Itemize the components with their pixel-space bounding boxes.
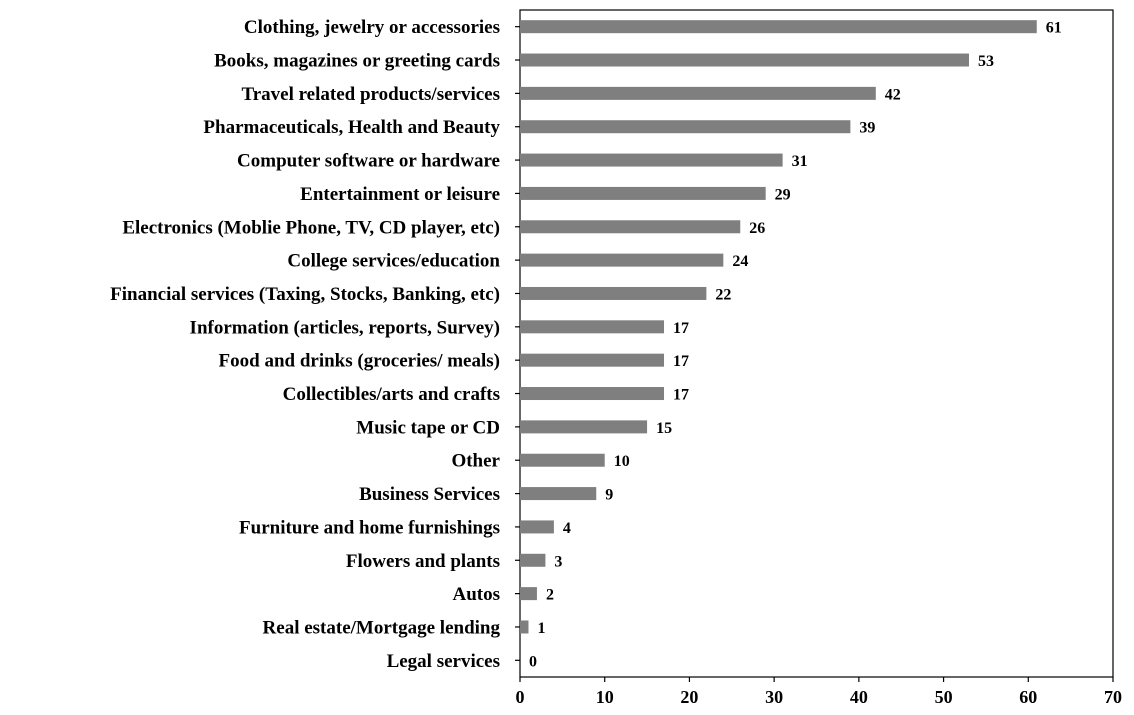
data-label: 22 — [715, 286, 731, 303]
category-label: Financial services (Taxing, Stocks, Bank… — [110, 284, 500, 305]
category-label: Entertainment or leisure — [300, 184, 500, 205]
bar — [520, 353, 665, 367]
category-label: Business Services — [359, 484, 500, 505]
data-label: 26 — [749, 220, 765, 237]
bar — [520, 587, 537, 601]
category-label: Legal services — [387, 651, 500, 672]
data-label: 17 — [673, 320, 689, 337]
bar — [520, 620, 529, 634]
category-label: Pharmaceuticals, Health and Beauty — [203, 117, 500, 138]
data-label: 61 — [1046, 20, 1062, 37]
x-tick-label: 10 — [596, 687, 614, 707]
category-label: Electronics (Moblie Phone, TV, CD player… — [122, 217, 500, 238]
bar — [520, 420, 648, 434]
data-label: 9 — [605, 487, 613, 504]
data-label: 53 — [978, 53, 994, 70]
x-tick-label: 40 — [850, 687, 868, 707]
category-label: Other — [451, 451, 500, 472]
data-label: 42 — [885, 86, 901, 103]
category-label: Real estate/Mortgage lending — [263, 617, 501, 638]
x-tick-label: 50 — [935, 687, 953, 707]
bar — [520, 186, 766, 200]
x-tick-label: 20 — [680, 687, 698, 707]
bar — [520, 86, 876, 100]
bar — [520, 553, 546, 567]
category-label: Autos — [452, 584, 500, 605]
category-label: Information (articles, reports, Survey) — [190, 317, 500, 338]
category-label: Flowers and plants — [346, 551, 500, 572]
x-tick-label: 30 — [765, 687, 783, 707]
plot-frame — [519, 9, 1114, 678]
x-tick-label: 0 — [516, 687, 525, 707]
category-label: Books, magazines or greeting cards — [214, 51, 500, 72]
bar — [520, 120, 851, 134]
data-label: 17 — [673, 387, 689, 404]
category-label: Clothing, jewelry or accessories — [244, 17, 500, 38]
data-label: 17 — [673, 353, 689, 370]
bar — [520, 520, 554, 534]
category-label: Furniture and home furnishings — [239, 517, 500, 538]
bar — [520, 20, 1037, 34]
category-label: College services/education — [287, 251, 500, 272]
data-label: 15 — [656, 420, 672, 437]
plot-area: Clothing, jewelry or accessories 61 Books,… — [110, 9, 1122, 707]
category-label: Food and drinks (groceries/ meals) — [219, 351, 500, 372]
data-label: 0 — [529, 653, 537, 670]
x-tick-label: 60 — [1019, 687, 1037, 707]
bar — [520, 453, 605, 467]
bar — [520, 153, 783, 167]
data-label: 2 — [546, 587, 554, 604]
bar — [520, 286, 707, 300]
data-label: 39 — [859, 120, 875, 137]
bar — [520, 53, 969, 67]
data-label: 1 — [537, 620, 545, 637]
category-label: Music tape or CD — [356, 417, 500, 438]
data-label: 29 — [775, 186, 791, 203]
bar — [520, 320, 665, 334]
data-label: 24 — [732, 253, 748, 270]
data-label: 31 — [792, 153, 808, 170]
category-label: Travel related products/services — [241, 84, 500, 105]
bar — [520, 487, 597, 501]
bar — [520, 253, 724, 267]
bar — [520, 387, 665, 401]
x-tick-label: 70 — [1104, 687, 1122, 707]
category-label: Computer software or hardware — [237, 151, 500, 172]
bar — [520, 220, 741, 234]
category-label: Collectibles/arts and crafts — [283, 384, 500, 405]
data-label: 3 — [554, 553, 562, 570]
data-label: 10 — [614, 453, 630, 470]
data-label: 4 — [563, 520, 571, 537]
